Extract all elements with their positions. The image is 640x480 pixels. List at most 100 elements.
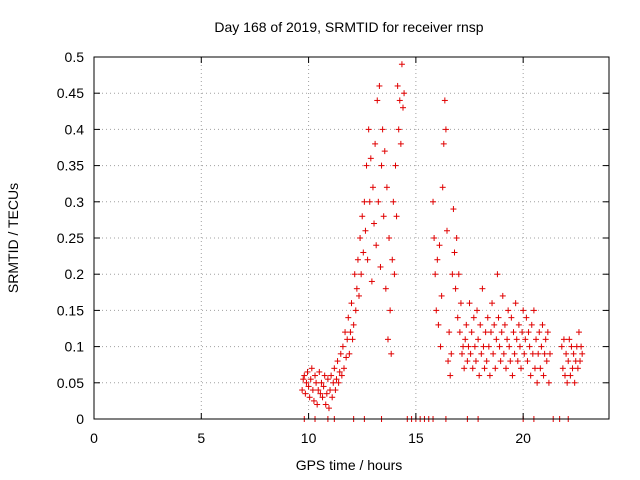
data-point	[340, 365, 347, 372]
data-point	[566, 336, 573, 343]
data-point	[349, 336, 356, 343]
data-point	[373, 242, 380, 249]
y-tick-label: 0.45	[57, 85, 84, 101]
data-point	[475, 336, 482, 343]
data-point	[337, 350, 344, 357]
data-point	[319, 394, 326, 401]
data-point	[306, 394, 313, 401]
data-point	[531, 365, 538, 372]
data-point	[372, 140, 379, 147]
data-point	[335, 379, 342, 386]
data-point	[575, 329, 582, 336]
data-point	[365, 126, 372, 133]
data-point	[442, 126, 449, 133]
data-point	[541, 350, 548, 357]
data-point	[322, 401, 329, 408]
data-point	[344, 336, 351, 343]
data-point	[560, 336, 567, 343]
data-point	[515, 321, 522, 328]
data-point	[492, 365, 499, 372]
data-point	[368, 278, 375, 285]
data-point	[358, 271, 365, 278]
data-point	[320, 383, 327, 390]
data-point	[455, 271, 462, 278]
data-point	[382, 285, 389, 292]
data-point	[476, 372, 483, 379]
data-point	[352, 307, 359, 314]
data-point	[452, 285, 459, 292]
data-point	[431, 235, 438, 241]
x-tick-label: 20	[515, 430, 531, 446]
data-point	[510, 329, 517, 336]
data-point	[380, 213, 387, 220]
data-point	[327, 387, 334, 394]
data-point	[494, 271, 501, 278]
x-tick-label: 10	[301, 430, 317, 446]
data-point	[562, 372, 569, 379]
data-point	[454, 314, 461, 321]
data-point	[507, 358, 514, 365]
data-point	[498, 329, 505, 336]
data-point	[468, 329, 475, 336]
data-point	[363, 162, 370, 169]
data-point	[544, 329, 551, 336]
data-points	[299, 61, 586, 422]
data-point	[375, 198, 382, 205]
data-point	[508, 314, 515, 321]
data-point	[536, 329, 543, 336]
data-point	[366, 198, 373, 205]
data-point	[313, 379, 320, 386]
data-point	[457, 300, 464, 307]
data-point	[346, 350, 353, 357]
data-point	[299, 387, 306, 394]
data-point	[479, 285, 486, 292]
data-point	[342, 329, 349, 336]
data-point	[471, 343, 478, 350]
data-point	[383, 184, 390, 191]
data-point	[394, 82, 401, 89]
data-point	[535, 350, 542, 357]
data-point	[496, 343, 503, 350]
data-point	[400, 104, 406, 111]
data-point	[487, 329, 494, 336]
data-point	[481, 365, 488, 372]
data-point	[387, 307, 394, 314]
data-point	[546, 350, 553, 357]
data-point	[303, 379, 310, 386]
data-point	[527, 372, 534, 379]
data-point	[304, 368, 311, 375]
data-point	[451, 249, 458, 256]
data-point	[449, 271, 456, 278]
data-point	[309, 387, 316, 394]
data-point	[435, 321, 442, 328]
data-point	[505, 307, 512, 314]
data-point	[356, 292, 363, 299]
data-point	[371, 220, 378, 227]
data-point	[460, 343, 467, 350]
data-point	[493, 336, 500, 343]
data-point	[308, 365, 315, 372]
data-point	[470, 314, 477, 321]
data-point	[316, 368, 323, 375]
plot-frame	[93, 56, 610, 420]
y-tick-label: 0.05	[57, 375, 84, 391]
y-tick-label: 0.3	[65, 194, 85, 210]
data-point	[377, 263, 384, 270]
data-point	[478, 350, 485, 357]
data-point	[565, 358, 572, 365]
data-point	[516, 343, 523, 350]
x-tick-label: 0	[90, 430, 98, 446]
data-point	[347, 329, 354, 336]
data-point	[574, 365, 581, 372]
data-point	[509, 372, 516, 379]
data-point	[331, 365, 338, 372]
data-point	[314, 401, 321, 408]
data-point	[391, 271, 398, 278]
data-point	[439, 184, 446, 191]
data-point	[317, 390, 324, 397]
data-point	[477, 321, 484, 328]
data-point	[397, 140, 404, 147]
data-point	[485, 343, 492, 350]
data-point	[440, 140, 447, 147]
data-point	[430, 198, 437, 205]
